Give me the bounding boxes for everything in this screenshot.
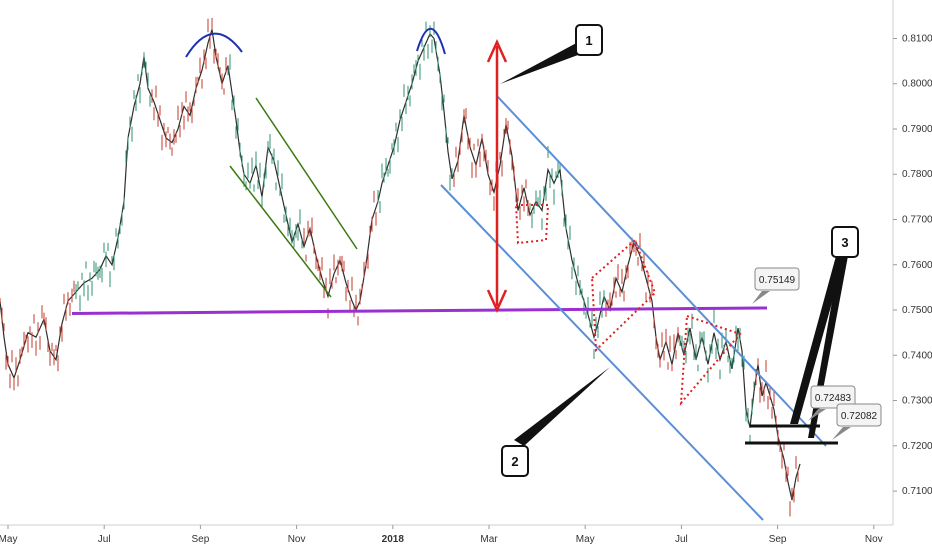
callout-1-label: 1 xyxy=(585,33,592,48)
price-label-2-text: 0.72483 xyxy=(815,393,852,404)
callout-2-box xyxy=(501,445,529,477)
pattern-triangle-3 xyxy=(679,314,742,406)
support-line xyxy=(71,306,768,315)
x-tick-label: Sep xyxy=(769,534,787,545)
x-tick-label: 2018 xyxy=(382,534,405,545)
callout-1-pointer xyxy=(500,40,586,84)
small-channel-upper-line xyxy=(255,97,358,250)
price-label-3-pointer xyxy=(832,427,851,440)
x-tick-label: Sep xyxy=(192,534,210,545)
price-series xyxy=(0,18,801,517)
price-label-1-pointer xyxy=(752,291,770,304)
callout-2-pointer xyxy=(514,367,610,446)
callout-2: 2 xyxy=(501,367,610,477)
x-tick-label: Jul xyxy=(98,534,111,545)
callout-3-label: 3 xyxy=(841,235,848,250)
callout-1: 1 xyxy=(500,24,603,84)
callout-1-box xyxy=(575,24,603,56)
small-channel-lower-line xyxy=(229,165,332,298)
x-tick-label: Nov xyxy=(865,534,883,545)
price-label-1: 0.75149 xyxy=(752,267,800,304)
price-label-3: 0.72082 xyxy=(832,403,882,440)
price-label-1-box xyxy=(754,267,800,291)
price-label-3-box xyxy=(836,403,882,427)
x-tick-label: May xyxy=(576,534,595,545)
x-tick-label: May xyxy=(0,534,17,545)
x-tick-label: Jul xyxy=(675,534,688,545)
x-tick-label: Nov xyxy=(288,534,306,545)
pattern-flag-1 xyxy=(514,204,550,245)
x-tick-label: Mar xyxy=(480,534,498,545)
channel-lower-line xyxy=(440,184,764,521)
pattern-wedge-2 xyxy=(590,238,657,353)
price-label-2: 0.72483 xyxy=(808,385,856,421)
measure-arrow-head-down xyxy=(486,289,508,314)
x-axis-ticks: May Jul Sep Nov 2018 Mar May Jul Sep Nov xyxy=(0,525,883,545)
price-line xyxy=(0,29,801,501)
price-label-2-pointer xyxy=(808,409,826,421)
price-label-1-text: 0.75149 xyxy=(759,275,796,286)
measure-arrow-head-up xyxy=(486,38,508,63)
callout-2-label: 2 xyxy=(511,454,518,469)
callout-3-pointer-a xyxy=(790,256,845,424)
y-tick-label: 0.71000 xyxy=(902,486,932,497)
top-arc-left xyxy=(185,32,243,58)
channel-upper-line xyxy=(496,95,827,447)
callout-3-box xyxy=(831,226,859,258)
price-label-3-text: 0.72082 xyxy=(841,411,878,422)
price-label-2-box xyxy=(810,385,856,409)
top-arc-right xyxy=(416,27,446,55)
